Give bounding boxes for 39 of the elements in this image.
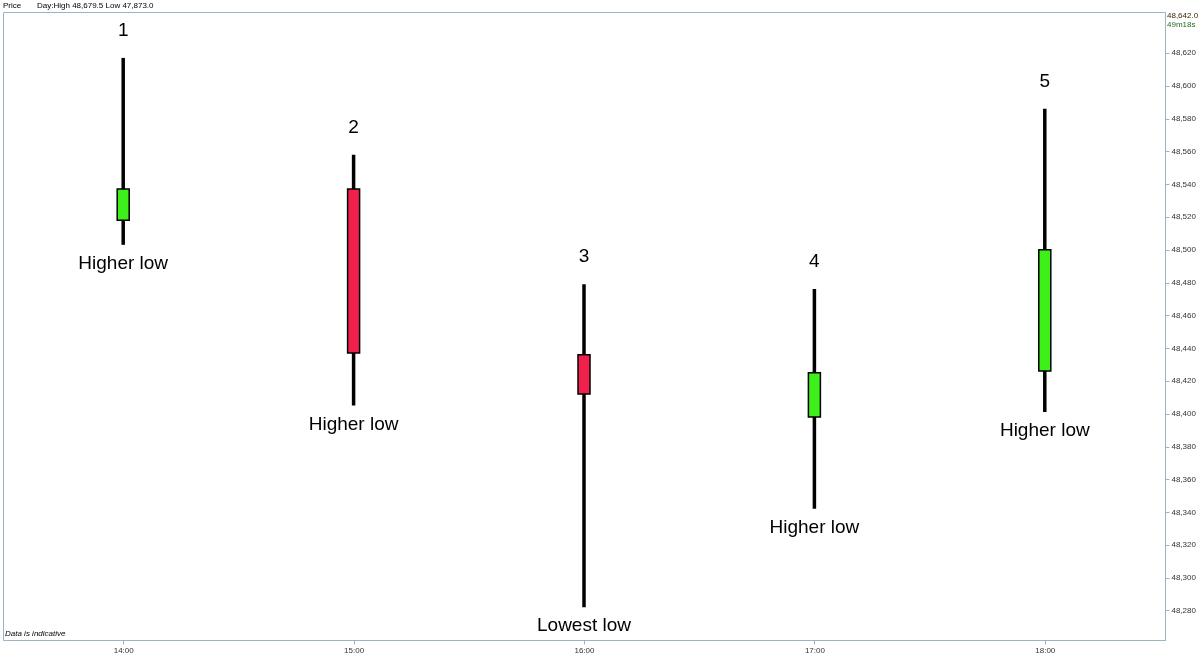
annotation: 4 — [809, 250, 821, 272]
annotation: Higher low — [308, 412, 399, 434]
y-tick-label: 48,300 — [1171, 573, 1197, 583]
annotation: 2 — [348, 115, 359, 137]
y-tick-label: 48,460 — [1171, 310, 1197, 320]
annotation: Data is indicative — [5, 629, 67, 638]
y-tick-label: 48,340 — [1171, 507, 1197, 517]
chart-title: Price — [3, 1, 22, 10]
text: 49m18s — [1167, 20, 1196, 29]
text: 48,642.0 — [1167, 11, 1199, 20]
x-tick-label: 14:00 — [113, 645, 135, 654]
y-tick-label: 48,560 — [1171, 146, 1197, 156]
y-tick-label: 48,480 — [1171, 278, 1197, 288]
y-tick-label: 48,380 — [1171, 442, 1197, 452]
x-tick-label: 16:00 — [574, 645, 596, 654]
y-tick-label: 48,360 — [1171, 474, 1197, 484]
y-tick-label: 48,320 — [1171, 540, 1197, 550]
x-tick-label: 17:00 — [804, 645, 826, 654]
annotation: Higher low — [78, 251, 169, 273]
annotation: 1 — [117, 18, 129, 40]
x-tick-label: 18:00 — [1035, 645, 1056, 654]
chart-subtitle: Day:High 48,679.5 Low 47,873.0 — [37, 1, 155, 10]
annotation: 3 — [578, 245, 590, 267]
y-tick-label: 48,600 — [1171, 81, 1197, 91]
y-tick-label: 48,500 — [1171, 245, 1197, 255]
y-tick-label: 48,440 — [1171, 343, 1197, 353]
y-tick-label: 48,420 — [1171, 376, 1197, 386]
x-tick-label: 15:00 — [344, 645, 365, 654]
y-tick-label: 48,520 — [1171, 212, 1197, 222]
annotation: 5 — [1039, 69, 1051, 91]
annotation: Higher low — [769, 515, 860, 537]
y-tick-label: 48,620 — [1171, 48, 1197, 58]
annotation: Higher low — [999, 419, 1090, 441]
candlestick — [577, 284, 591, 608]
y-tick-label: 48,400 — [1171, 409, 1197, 419]
annotation: Lowest low — [537, 614, 632, 636]
y-tick-label: 48,580 — [1171, 114, 1197, 124]
y-tick-label: 48,280 — [1171, 605, 1197, 615]
y-tick-label: 48,540 — [1171, 179, 1197, 189]
